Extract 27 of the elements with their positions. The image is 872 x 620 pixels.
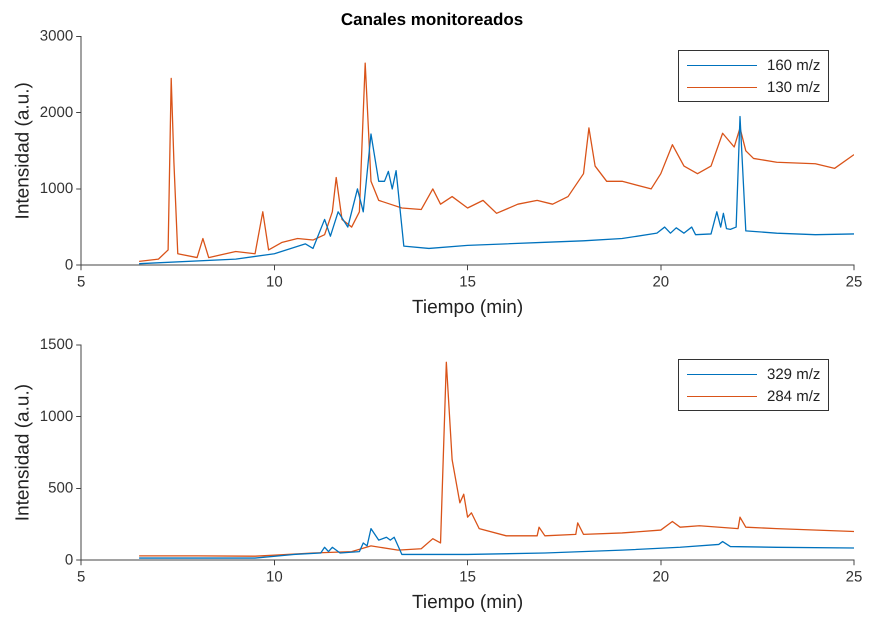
x-tick-label: 25 <box>846 273 862 290</box>
x-tick-label: 10 <box>266 568 283 586</box>
y-tick-label: 0 <box>64 256 74 274</box>
x-tick-label: 20 <box>652 273 670 290</box>
legend-label: 329 m/z <box>767 366 820 382</box>
x-tick-label: 10 <box>266 273 283 290</box>
x-tick-label: 15 <box>459 568 476 586</box>
x-axis-title: Tiempo (min) <box>412 296 524 318</box>
y-tick-label: 1000 <box>40 408 74 425</box>
x-tick-label: 5 <box>76 568 86 586</box>
y-axis-title: Intensidad (a.u.) <box>12 384 34 522</box>
x-tick-label: 5 <box>76 273 86 290</box>
x-tick-label: 25 <box>846 568 862 586</box>
y-tick-label: 1500 <box>40 336 74 354</box>
chart-title: Canales monitoreados <box>340 10 524 29</box>
y-axis-title: Intensidad (a.u.) <box>12 82 34 220</box>
y-tick-label: 2000 <box>40 104 74 121</box>
y-tick-label: 0 <box>64 551 74 568</box>
x-tick-label: 15 <box>459 273 476 290</box>
x-axis-title: Tiempo (min) <box>412 592 524 613</box>
y-tick-label: 500 <box>48 480 74 497</box>
legend-label: 284 m/z <box>767 388 820 404</box>
legend-label: 130 m/z <box>767 78 820 96</box>
y-tick-label: 3000 <box>40 28 74 45</box>
x-tick-label: 20 <box>652 568 670 586</box>
legend-label: 160 m/z <box>767 56 820 74</box>
y-tick-label: 1000 <box>40 180 74 198</box>
